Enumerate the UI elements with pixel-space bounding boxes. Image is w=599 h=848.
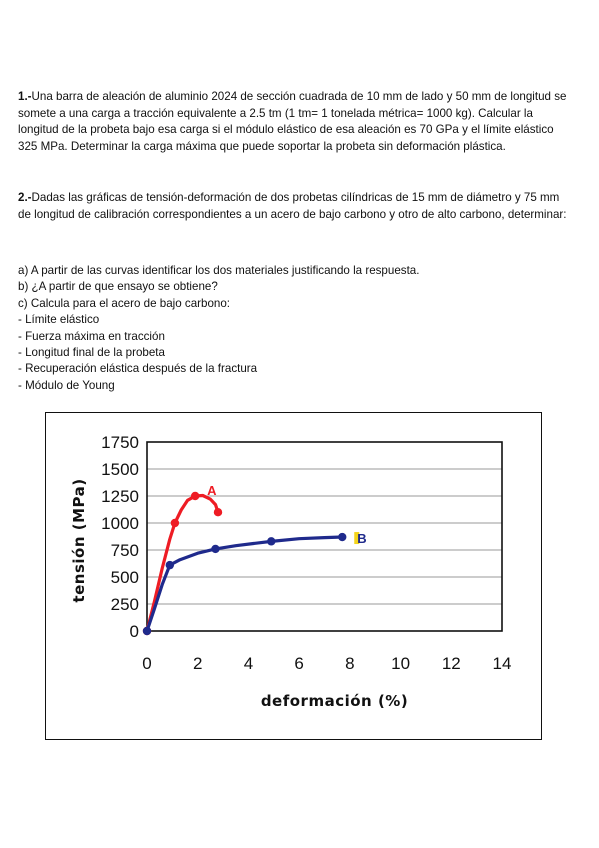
y-axis-title: tensión (MPa) (70, 478, 88, 602)
problem-1-text: Una barra de aleación de aluminio 2024 d… (18, 90, 567, 153)
series-A-point-2 (190, 491, 200, 501)
series-line-A (145, 493, 220, 633)
x-axis-title: deformación (%) (261, 692, 408, 710)
x-tick-label-6: 6 (294, 654, 303, 673)
item-b: b) ¿A partir de que ensayo se obtiene? (18, 280, 218, 294)
y-tick-label-250: 250 (111, 595, 139, 614)
x-tick-label-0: 0 (142, 654, 151, 673)
item-modulo-young: - Módulo de Young (18, 378, 115, 392)
series-A-point-1 (170, 518, 180, 528)
series-A-point-3 (213, 508, 223, 517)
x-tick-label-2: 2 (193, 654, 202, 673)
problem-2: 2.-Dadas las gráficas de tensión-deforma… (18, 190, 571, 223)
problem-1-number: 1.- (18, 90, 32, 103)
x-tick-label-10: 10 (391, 654, 410, 673)
series-B-point-0 (142, 626, 152, 636)
series-B-point-3 (267, 537, 276, 546)
item-a: a) A partir de las curvas identificar lo… (18, 264, 420, 277)
y-tick-label-1000: 1000 (101, 514, 139, 533)
stress-strain-chart: 0 250 500 750 1000 1250 1500 1750 0 2 4 6 8 10 12 14 def… (45, 412, 542, 740)
item-c: c) Calcula para el acero de bajo carbono… (18, 296, 231, 310)
problem-1: 1.-Una barra de aleación de aluminio 202… (18, 89, 571, 155)
item-recuperacion-elastica: - Recuperación elástica después de la fr… (18, 362, 258, 376)
y-tick-label-500: 500 (111, 568, 139, 587)
x-tick-label-4: 4 (244, 654, 253, 673)
chart-svg: 0 250 500 750 1000 1250 1500 1750 0 2 4 6 8 10 12 14 def… (70, 433, 512, 710)
item-longitud-final: - Longitud final de la probeta (18, 346, 165, 360)
problem-2-text: Dadas las gráficas de tensión-deformació… (18, 191, 567, 221)
series-label-A: A (207, 483, 217, 498)
item-limite-elastico: - Límite elástico (18, 313, 100, 327)
problem-2-items: a) A partir de las curvas identificar lo… (18, 263, 571, 394)
x-tick-label-12: 12 (442, 654, 461, 673)
series-label-B-marker (354, 532, 360, 545)
series-B-point-2 (211, 544, 220, 554)
y-tick-label-1500: 1500 (101, 460, 139, 479)
series-B-point-4 (338, 532, 347, 542)
y-tick-label-0: 0 (130, 622, 139, 641)
y-tick-label-1750: 1750 (101, 433, 139, 452)
plot-border (146, 441, 503, 632)
x-tick-label-8: 8 (345, 654, 354, 673)
x-tick-label-14: 14 (493, 654, 512, 673)
series-B-point-1 (165, 560, 175, 570)
series-label-B: B (357, 531, 366, 546)
y-tick-label-750: 750 (111, 541, 139, 560)
item-fuerza-maxima: - Fuerza máxima en tracción (18, 329, 165, 343)
y-tick-label-1250: 1250 (101, 487, 139, 506)
problem-2-number: 2.- (18, 191, 32, 204)
